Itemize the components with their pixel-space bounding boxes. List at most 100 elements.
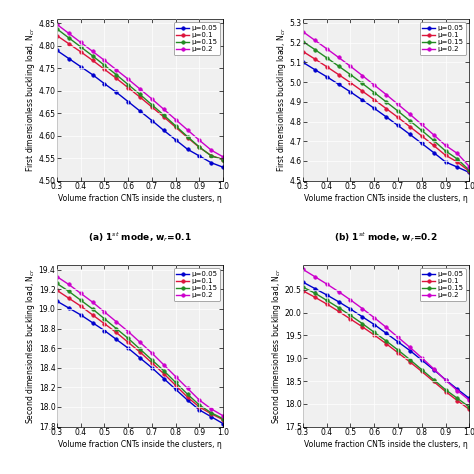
- μ=0.1: [395, 350, 401, 356]
- μ=0.05: [125, 99, 131, 104]
- μ=0.05: [149, 365, 155, 371]
- μ=0.1: [185, 135, 191, 140]
- μ=0.2: [161, 107, 167, 112]
- μ=0.2: [220, 413, 226, 419]
- μ=0.15: [372, 329, 377, 335]
- μ=0.05: [347, 306, 353, 312]
- μ=0.2: [431, 366, 437, 372]
- μ=0.05: [137, 108, 143, 114]
- μ=0.15: [431, 137, 437, 143]
- μ=0.15: [347, 312, 353, 318]
- μ=0.15: [101, 63, 107, 68]
- Y-axis label: Second dimensionless buckling load, N$_{cr}$: Second dimensionless buckling load, N$_{…: [270, 268, 283, 424]
- μ=0.05: [185, 397, 191, 403]
- μ=0.15: [347, 72, 353, 77]
- μ=0.15: [383, 338, 389, 344]
- μ=0.05: [359, 314, 365, 319]
- μ=0.1: [312, 294, 318, 300]
- μ=0.1: [101, 66, 107, 72]
- μ=0.1: [220, 157, 226, 163]
- μ=0.15: [197, 402, 202, 408]
- μ=0.15: [466, 404, 472, 410]
- μ=0.2: [173, 117, 179, 122]
- μ=0.1: [90, 57, 95, 63]
- μ=0.15: [300, 39, 306, 45]
- μ=0.2: [455, 388, 460, 393]
- μ=0.1: [300, 288, 306, 294]
- Line: μ=0.2: μ=0.2: [55, 23, 225, 159]
- μ=0.2: [300, 266, 306, 272]
- μ=0.2: [372, 82, 377, 88]
- μ=0.2: [383, 91, 389, 97]
- μ=0.15: [395, 347, 401, 353]
- μ=0.1: [372, 97, 377, 102]
- μ=0.1: [90, 312, 95, 318]
- μ=0.15: [443, 387, 448, 392]
- μ=0.2: [173, 374, 179, 380]
- X-axis label: Volume fraction CNTs inside the clusters, η: Volume fraction CNTs inside the clusters…: [304, 440, 468, 449]
- μ=0.05: [173, 137, 179, 143]
- μ=0.15: [90, 306, 95, 312]
- μ=0.15: [149, 102, 155, 108]
- μ=0.1: [324, 64, 329, 70]
- μ=0.05: [66, 305, 72, 311]
- μ=0.05: [312, 286, 318, 292]
- μ=0.2: [324, 46, 329, 52]
- μ=0.1: [347, 316, 353, 322]
- μ=0.05: [90, 320, 95, 326]
- μ=0.2: [347, 64, 353, 69]
- μ=0.1: [443, 389, 448, 394]
- μ=0.15: [359, 321, 365, 327]
- μ=0.15: [113, 326, 119, 331]
- μ=0.05: [347, 89, 353, 95]
- μ=0.05: [78, 312, 83, 318]
- μ=0.2: [443, 143, 448, 148]
- Line: μ=0.1: μ=0.1: [55, 289, 225, 421]
- μ=0.05: [197, 153, 202, 159]
- μ=0.1: [419, 133, 425, 139]
- μ=0.1: [137, 349, 143, 355]
- μ=0.2: [336, 289, 341, 294]
- μ=0.15: [197, 144, 202, 150]
- μ=0.05: [161, 128, 167, 133]
- μ=0.2: [466, 164, 472, 169]
- Y-axis label: Second dimensionless buckling load, N$_{cr}$: Second dimensionless buckling load, N$_{…: [24, 268, 37, 424]
- μ=0.15: [125, 336, 131, 341]
- μ=0.15: [419, 367, 425, 373]
- μ=0.05: [185, 146, 191, 152]
- μ=0.15: [90, 53, 95, 59]
- μ=0.2: [101, 57, 107, 63]
- μ=0.1: [101, 321, 107, 327]
- μ=0.2: [113, 67, 119, 73]
- μ=0.05: [78, 64, 83, 69]
- Y-axis label: First dimensionless buckling load, N$_{cr}$: First dimensionless buckling load, N$_{c…: [275, 27, 288, 172]
- μ=0.05: [113, 337, 119, 342]
- μ=0.1: [113, 329, 119, 335]
- Title: (b) 1$^{st}$ mode, w$_r$=0.2: (b) 1$^{st}$ mode, w$_r$=0.2: [334, 230, 438, 244]
- μ=0.05: [372, 322, 377, 328]
- μ=0.1: [113, 75, 119, 81]
- μ=0.05: [161, 376, 167, 382]
- μ=0.2: [407, 111, 413, 117]
- μ=0.1: [149, 360, 155, 366]
- μ=0.1: [197, 404, 202, 410]
- μ=0.1: [395, 115, 401, 120]
- X-axis label: Volume fraction CNTs inside the clusters, η: Volume fraction CNTs inside the clusters…: [58, 440, 222, 449]
- μ=0.2: [359, 306, 365, 311]
- Y-axis label: First dimensionless buckling load, N$_{cr}$: First dimensionless buckling load, N$_{c…: [24, 27, 37, 172]
- μ=0.15: [431, 377, 437, 383]
- μ=0.1: [466, 406, 472, 412]
- μ=0.15: [336, 63, 341, 69]
- μ=0.15: [54, 281, 60, 286]
- μ=0.1: [336, 309, 341, 314]
- μ=0.1: [209, 411, 214, 417]
- μ=0.2: [419, 122, 425, 128]
- Line: μ=0.2: μ=0.2: [301, 268, 471, 402]
- μ=0.05: [173, 386, 179, 392]
- μ=0.2: [359, 73, 365, 78]
- Title: (a) 1$^{st}$ mode, w$_r$=0.1: (a) 1$^{st}$ mode, w$_r$=0.1: [88, 230, 192, 244]
- μ=0.1: [383, 341, 389, 346]
- μ=0.15: [312, 290, 318, 296]
- μ=0.05: [336, 299, 341, 305]
- μ=0.15: [78, 44, 83, 50]
